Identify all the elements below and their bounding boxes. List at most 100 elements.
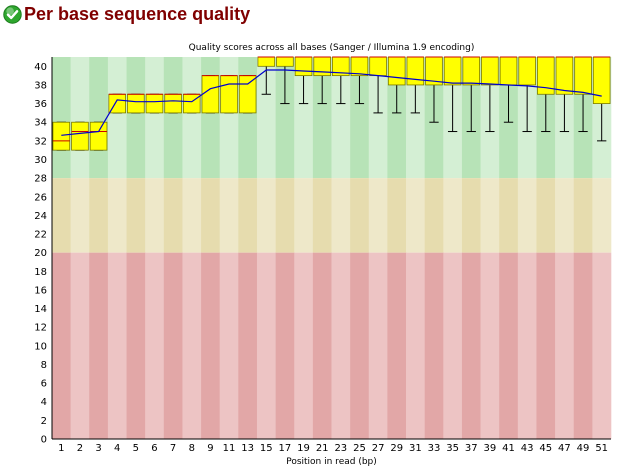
box-position-17: [276, 56, 294, 105]
x-axis-label: Position in read (bp): [286, 457, 377, 467]
y-tick-label: 32: [34, 136, 47, 147]
zone-reasonable-stripe: [126, 178, 146, 253]
zone-poor-stripe: [517, 252, 537, 439]
box-position-2: [71, 121, 89, 151]
box-position-13: [238, 75, 257, 114]
zone-reasonable-stripe: [499, 178, 519, 253]
x-tick-label: 33: [428, 443, 441, 454]
zone-poor-stripe: [126, 252, 146, 439]
box-iqr: [276, 56, 294, 67]
y-tick-label: 24: [34, 211, 47, 222]
x-tick-label: 2: [77, 443, 83, 454]
box-position-4: [108, 93, 127, 114]
box-iqr: [52, 121, 71, 151]
zone-poor-stripe: [536, 252, 556, 439]
x-tick-label: 21: [316, 443, 329, 454]
zone-poor-stripe: [331, 252, 351, 439]
box-iqr: [369, 56, 387, 77]
x-tick-label: 41: [502, 443, 515, 454]
box-position-31: [406, 56, 425, 114]
zone-good-stripe: [52, 57, 71, 179]
box-iqr: [387, 56, 406, 86]
x-tick-label: 7: [170, 443, 176, 454]
zone-good-stripe: [387, 57, 407, 179]
x-tick-label: 17: [279, 443, 292, 454]
x-tick-label: 11: [223, 443, 236, 454]
box-position-9: [201, 75, 220, 114]
x-tick-label: 27: [372, 443, 385, 454]
zone-good-stripe: [312, 57, 332, 179]
box-iqr: [462, 56, 481, 86]
zone-poor-stripe: [201, 252, 220, 439]
y-tick-label: 0: [41, 435, 47, 446]
zone-poor-stripe: [424, 252, 444, 439]
box-position-33: [425, 56, 443, 123]
zone-good-stripe: [182, 57, 202, 179]
zone-reasonable-stripe: [517, 178, 537, 253]
zone-good-stripe: [350, 57, 370, 179]
zone-poor-stripe: [238, 252, 258, 439]
zone-good-stripe: [406, 57, 425, 179]
zone-poor-stripe: [499, 252, 519, 439]
y-tick-label: 22: [34, 230, 47, 241]
zone-reasonable-stripe: [52, 178, 71, 253]
y-tick-label: 2: [41, 416, 47, 427]
box-iqr: [89, 121, 108, 151]
mean-line-group: [61, 69, 602, 136]
x-tick-label: 29: [390, 443, 403, 454]
x-tick-label: 15: [260, 443, 273, 454]
x-tick-label: 49: [577, 443, 590, 454]
zone-poor-stripe: [182, 252, 202, 439]
box-iqr: [164, 93, 182, 114]
y-tick-label: 34: [34, 118, 47, 129]
x-tick-label: 23: [334, 443, 347, 454]
box-iqr: [574, 56, 592, 95]
x-tick-label: 3: [95, 443, 101, 454]
box-position-45: [536, 56, 555, 133]
module-header: Per base sequence quality: [3, 4, 250, 24]
x-tick-label: 51: [595, 443, 608, 454]
box-iqr: [443, 56, 462, 86]
zone-poor-stripe: [52, 252, 71, 439]
zone-reasonable-stripe: [145, 178, 165, 253]
zone-poor-stripe: [219, 252, 239, 439]
zone-reasonable-stripe: [461, 178, 481, 253]
box-position-35: [443, 56, 462, 133]
zone-poor-stripe: [368, 252, 388, 439]
x-axis: 1 2 3 4 5 6 7 8 9 11 13 15 17 19 21 23 25 27 29 31 33 35 37 39 4…: [58, 443, 608, 454]
zone-good-stripe: [70, 57, 90, 179]
zone-good-stripe: [275, 57, 295, 179]
x-tick-label: 6: [151, 443, 157, 454]
y-tick-label: 28: [34, 174, 47, 185]
y-tick-label: 36: [34, 99, 47, 110]
box-position-51: [592, 56, 611, 142]
zone-poor-stripe: [480, 252, 500, 439]
box-position-1: [52, 121, 71, 151]
zone-poor-stripe: [70, 252, 90, 439]
x-tick-label: 39: [484, 443, 497, 454]
box-iqr: [220, 75, 238, 114]
zone-poor-stripe: [592, 252, 612, 439]
box-position-43: [518, 56, 536, 133]
x-tick-label: 31: [409, 443, 422, 454]
zone-reasonable-stripe: [406, 178, 425, 253]
box-position-6: [145, 93, 164, 114]
box-position-7: [164, 93, 182, 114]
zone-reasonable-stripe: [294, 178, 314, 253]
y-tick-label: 10: [34, 341, 47, 352]
zone-good-stripe: [126, 57, 146, 179]
x-tick-label: 1: [58, 443, 64, 454]
box-iqr: [127, 93, 145, 114]
box-iqr: [555, 56, 574, 95]
zone-poor-stripe: [256, 252, 276, 439]
box-iqr: [145, 93, 164, 114]
zone-reasonable-stripe: [368, 178, 388, 253]
zone-reasonable-stripe: [573, 178, 593, 253]
zone-poor-stripe: [89, 252, 109, 439]
zone-reasonable-stripe: [331, 178, 351, 253]
zone-reasonable-stripe: [387, 178, 407, 253]
box-position-27: [369, 56, 387, 114]
zone-poor-stripe: [573, 252, 593, 439]
zone-good-stripe: [107, 57, 127, 179]
